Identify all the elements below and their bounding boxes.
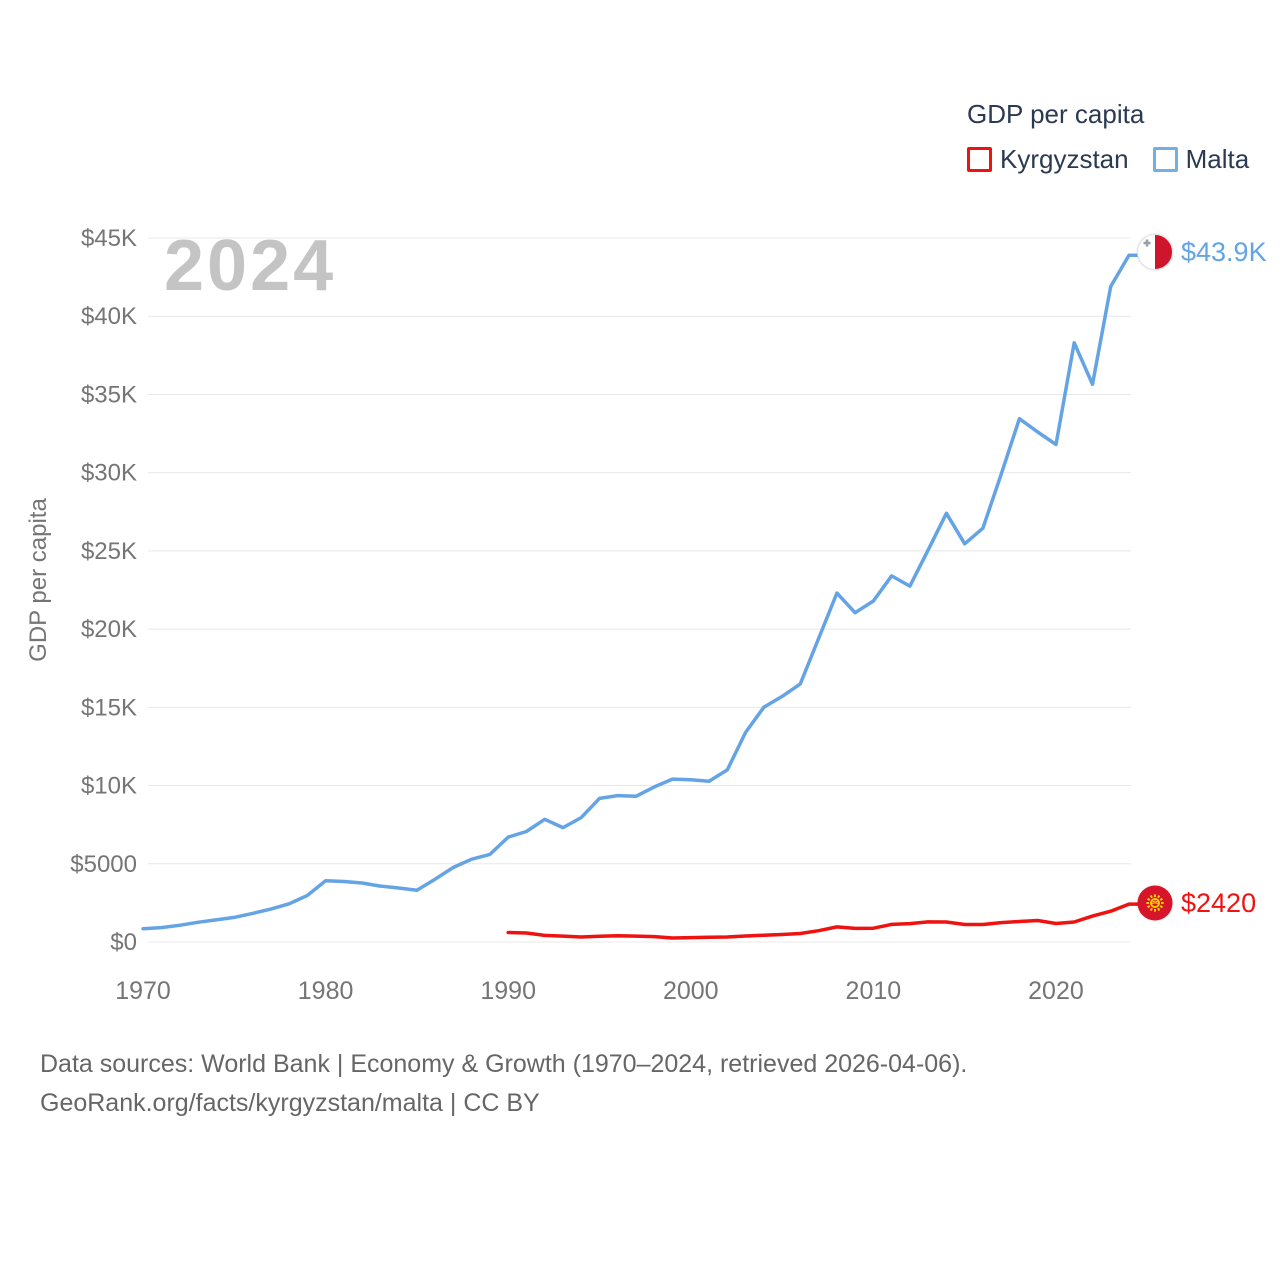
svg-text:$25K: $25K [81,538,137,565]
svg-text:2000: 2000 [663,977,719,1005]
svg-text:1990: 1990 [480,977,536,1005]
svg-text:$10K: $10K [81,773,137,800]
svg-text:1980: 1980 [298,977,354,1005]
svg-text:$15K: $15K [81,694,137,721]
gdp-line-chart: $0 $5000 $10K $15K $20K $25K $30K $35K $40K $45K 1… [25,225,1143,1005]
legend-item-kyrgyzstan[interactable]: Kyrgyzstan [967,144,1129,175]
chart-series-lines [141,253,1143,940]
malta-swatch-icon [1152,147,1178,172]
legend: GDP per capita Kyrgyzstan Malta [967,100,1249,175]
svg-text:$30K: $30K [81,460,137,487]
footer-source-line: Data sources: World Bank | Economy & Gro… [40,1050,968,1078]
svg-text:$35K: $35K [81,381,137,408]
kyrgyzstan-flag-icon [1137,885,1173,921]
svg-text:1970: 1970 [115,977,171,1005]
svg-text:$0: $0 [110,929,137,956]
svg-text:2020: 2020 [1028,977,1084,1005]
malta-end-label: $43.9K [1137,234,1267,270]
footer-url-line: GeoRank.org/facts/kyrgyzstan/malta | CC … [40,1089,540,1117]
svg-text:$5000: $5000 [70,851,137,878]
kyrgyzstan-swatch-icon [967,147,992,172]
malta-end-value: $43.9K [1181,236,1267,267]
kyrgyzstan-end-value: $2420 [1181,887,1257,918]
svg-text:$40K: $40K [81,303,137,330]
svg-text:$20K: $20K [81,616,137,643]
svg-text:$45K: $45K [81,225,137,252]
legend-item-label: Malta [1185,144,1250,174]
gridlines [148,237,1131,943]
axis-tick-labels: $0 $5000 $10K $15K $20K $25K $30K $35K $40K $45K 1… [70,225,1084,1005]
malta-flag-icon [1137,234,1173,270]
footer: Data sources: World Bank | Economy & Gro… [40,1045,967,1123]
legend-title: GDP per capita [967,99,1145,129]
legend-item-label: Kyrgyzstan [1000,144,1129,174]
legend-items: Kyrgyzstan Malta [967,144,1249,175]
svg-text:2010: 2010 [846,977,902,1005]
kyrgyzstan-end-label: $2420 [1137,885,1256,921]
y-axis-title: GDP per capita [25,498,52,662]
legend-item-malta[interactable]: Malta [1152,144,1250,175]
